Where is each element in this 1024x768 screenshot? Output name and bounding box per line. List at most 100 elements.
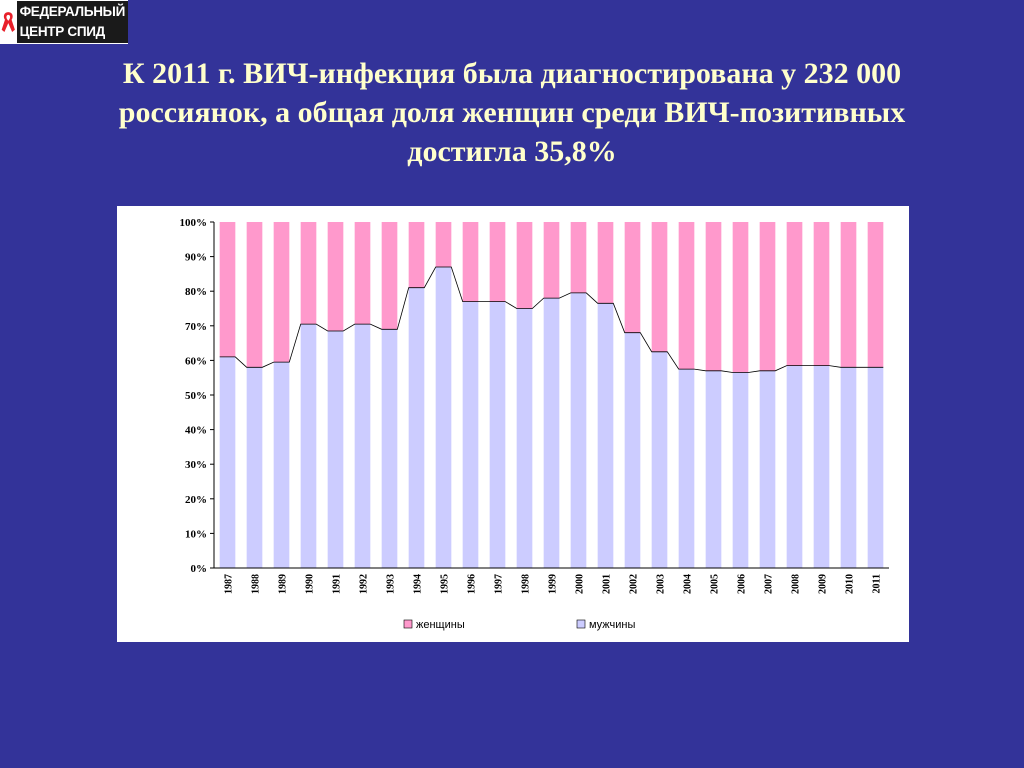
y-tick-label: 10% xyxy=(185,528,207,540)
x-tick-label: 1988 xyxy=(251,574,262,594)
x-tick-label: 2006 xyxy=(737,574,748,594)
x-tick-label: 1990 xyxy=(305,574,316,594)
x-tick-label: 2011 xyxy=(872,574,883,593)
x-tick-label: 1987 xyxy=(224,574,235,594)
y-tick-label: 60% xyxy=(185,355,207,367)
bar-men-1990 xyxy=(300,324,317,568)
logo-line-2: ЦЕНТР СПИД xyxy=(19,24,106,39)
y-tick-label: 80% xyxy=(185,286,207,298)
x-tick-label: 2000 xyxy=(575,574,586,594)
red-ribbon-icon xyxy=(1,12,15,32)
y-tick-label: 40% xyxy=(185,425,207,437)
bar-women-1993 xyxy=(381,222,398,330)
bar-men-2007 xyxy=(759,370,776,568)
bar-women-1989 xyxy=(273,222,290,363)
y-tick-label: 20% xyxy=(185,494,207,506)
legend-label-1: мужчины xyxy=(589,619,635,631)
x-tick-label: 2005 xyxy=(710,574,721,594)
bar-men-2010 xyxy=(840,367,857,568)
bar-women-2001 xyxy=(597,222,614,304)
bar-men-2008 xyxy=(786,365,803,568)
bar-men-2004 xyxy=(678,369,695,568)
bar-men-2009 xyxy=(813,365,830,568)
legend-label-0: женщины xyxy=(416,619,465,631)
bar-men-1994 xyxy=(408,287,425,568)
bar-men-1987 xyxy=(219,356,236,568)
x-tick-label: 1997 xyxy=(494,574,505,594)
bar-men-1991 xyxy=(327,330,344,568)
bar-men-1996 xyxy=(462,301,479,568)
bar-women-2003 xyxy=(651,222,668,352)
bar-men-1989 xyxy=(273,362,290,568)
x-tick-label: 2002 xyxy=(629,574,640,594)
bar-men-1993 xyxy=(381,329,398,568)
bar-men-1998 xyxy=(516,308,533,568)
y-tick-label: 70% xyxy=(185,321,207,333)
x-tick-label: 1996 xyxy=(467,574,478,594)
x-tick-label: 1995 xyxy=(440,574,451,594)
stacked-bar-chart: 0% 10% 20% 30% 40% 50% 60% 70% 80% 90% 100% 1987 198… xyxy=(180,217,889,631)
x-tick-label: 1989 xyxy=(278,574,289,594)
bar-women-2004 xyxy=(678,222,695,370)
x-tick-label: 1992 xyxy=(359,574,370,594)
bar-men-1988 xyxy=(246,367,263,568)
x-tick-label: 1998 xyxy=(521,574,532,594)
y-tick-label: 50% xyxy=(185,390,207,402)
x-tick-label: 2004 xyxy=(683,574,694,594)
bar-women-1998 xyxy=(516,222,533,309)
bar-women-1999 xyxy=(543,222,560,299)
bar-women-2007 xyxy=(759,222,776,371)
title-line-2: россиянок, а общая доля женщин среди ВИЧ… xyxy=(118,96,906,129)
x-tick-label: 2010 xyxy=(845,574,856,594)
chart-panel: 0% 10% 20% 30% 40% 50% 60% 70% 80% 90% 100% 1987 198… xyxy=(117,206,909,642)
bar-women-2008 xyxy=(786,222,803,366)
bar-women-1997 xyxy=(489,222,506,302)
bar-women-2006 xyxy=(732,222,749,373)
bar-women-2002 xyxy=(624,222,641,333)
x-tick-label: 2007 xyxy=(764,574,775,594)
bar-women-1994 xyxy=(408,222,425,288)
bar-men-2003 xyxy=(651,351,668,568)
bar-women-2005 xyxy=(705,222,722,371)
series-boundary-line xyxy=(219,266,884,373)
logo: ФЕДЕРАЛЬНЫЙ ЦЕНТР СПИД xyxy=(0,0,128,44)
bar-women-2009 xyxy=(813,222,830,366)
bar-men-2011 xyxy=(867,367,884,568)
x-tick-label: 2003 xyxy=(656,574,667,594)
bar-women-2011 xyxy=(867,222,884,368)
bar-men-2002 xyxy=(624,332,641,568)
bar-men-1999 xyxy=(543,298,560,568)
bar-men-2005 xyxy=(705,370,722,568)
bar-women-1987 xyxy=(219,222,236,357)
logo-text: ФЕДЕРАЛЬНЫЙ ЦЕНТР СПИД xyxy=(16,1,128,43)
x-tick-label: 2009 xyxy=(818,574,829,594)
y-tick-label: 0% xyxy=(191,563,208,575)
bar-men-2000 xyxy=(570,292,587,568)
x-tick-label: 2008 xyxy=(791,574,802,594)
legend-swatch-0 xyxy=(403,619,413,629)
bar-men-1995 xyxy=(435,266,452,568)
bar-women-1992 xyxy=(354,222,371,325)
x-tick-label: 1993 xyxy=(386,574,397,594)
logo-line-1: ФЕДЕРАЛЬНЫЙ xyxy=(19,4,126,19)
x-tick-label: 1991 xyxy=(332,574,343,594)
bar-men-2006 xyxy=(732,372,749,568)
x-tick-label: 1999 xyxy=(548,574,559,594)
y-tick-label: 30% xyxy=(185,459,207,471)
bar-women-1988 xyxy=(246,222,263,368)
x-tick-label: 2001 xyxy=(602,574,613,594)
y-tick-label: 90% xyxy=(185,252,207,264)
bar-men-1997 xyxy=(489,301,506,568)
bar-women-2010 xyxy=(840,222,857,368)
title-line-3: достигла 35,8% xyxy=(407,135,617,168)
legend-swatch-1 xyxy=(576,619,586,629)
bar-women-1990 xyxy=(300,222,317,325)
bar-men-1992 xyxy=(354,324,371,568)
bar-women-1991 xyxy=(327,222,344,331)
bar-women-2000 xyxy=(570,222,587,293)
title-line-1: К 2011 г. ВИЧ-инфекция была диагностиров… xyxy=(122,57,902,90)
x-tick-label: 1994 xyxy=(413,574,424,594)
bar-men-2001 xyxy=(597,303,614,568)
y-tick-label: 100% xyxy=(180,217,208,229)
bar-women-1995 xyxy=(435,222,452,267)
